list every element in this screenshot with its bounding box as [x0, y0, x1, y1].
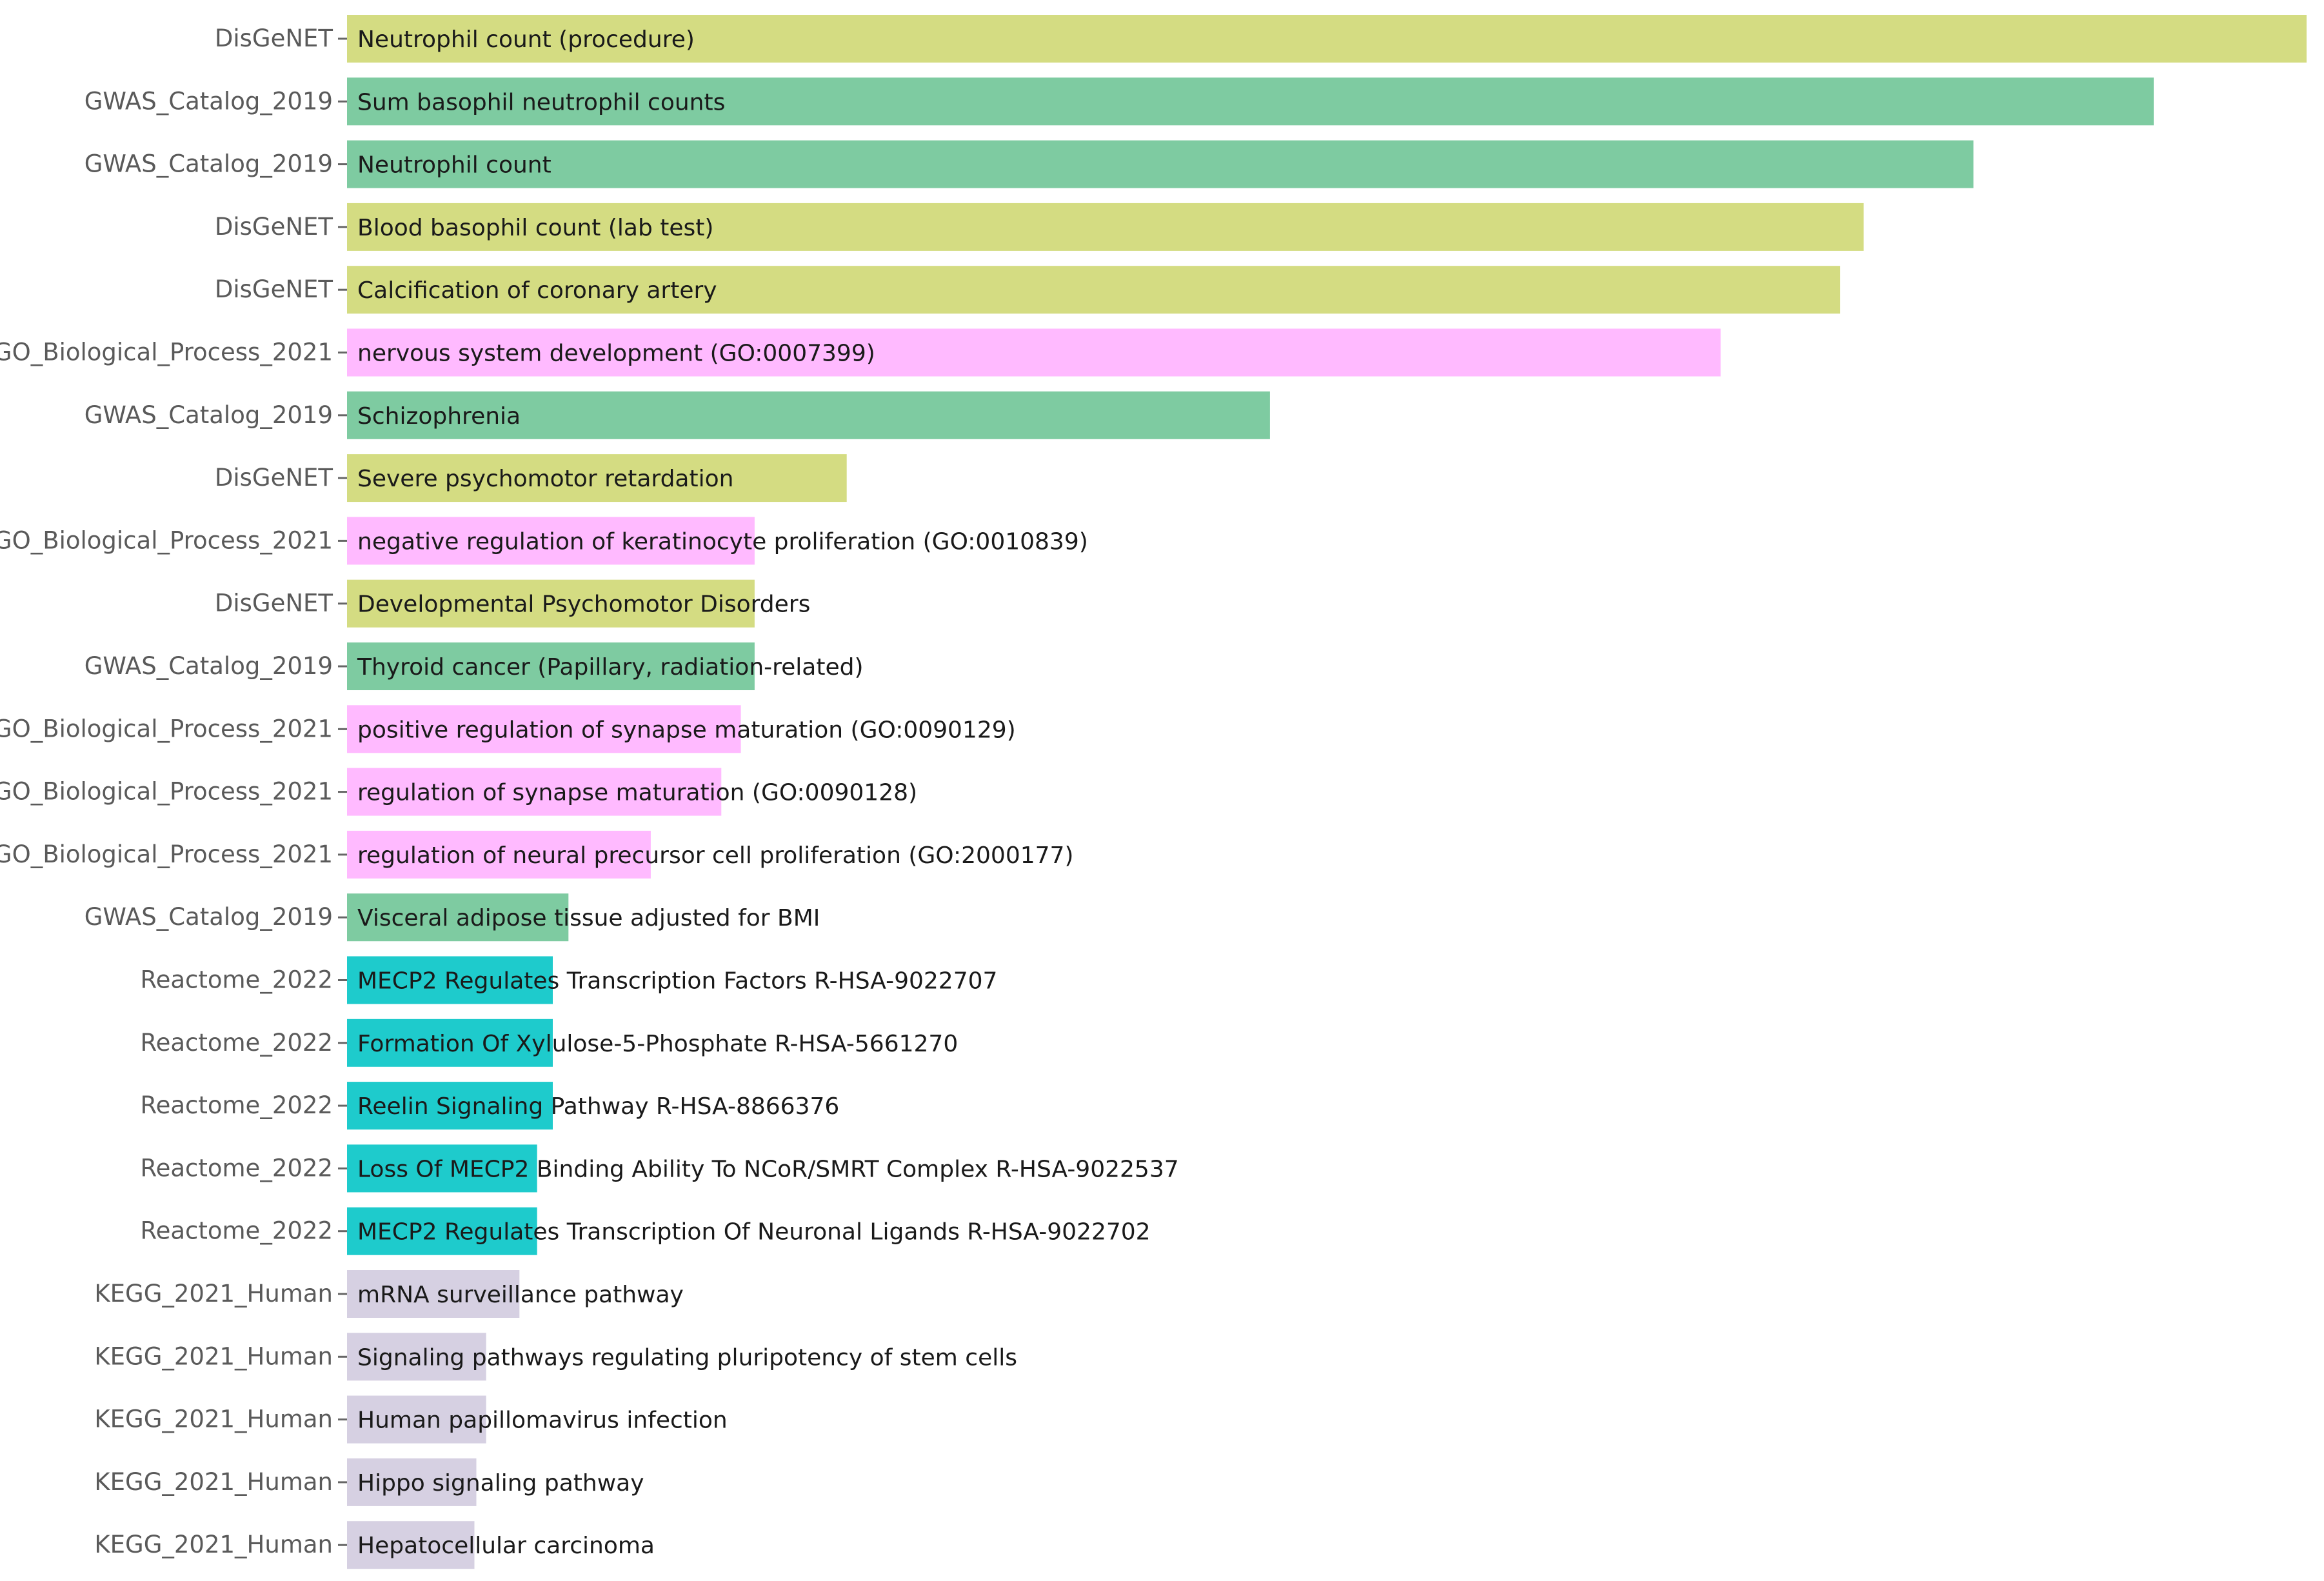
bar[interactable]: [347, 203, 1864, 251]
term-label: Reelin Signaling Pathway R-HSA-8866376: [357, 1093, 839, 1120]
term-label: Calcification of coronary artery: [357, 277, 717, 304]
term-label: Neutrophil count (procedure): [357, 26, 695, 53]
library-label: DisGeNET: [215, 25, 333, 52]
term-label: regulation of synapse maturation (GO:009…: [357, 780, 917, 806]
bar[interactable]: [347, 15, 2307, 63]
library-label: DisGeNET: [215, 275, 333, 303]
bar[interactable]: [347, 1082, 553, 1130]
bar[interactable]: [347, 1521, 475, 1569]
bars-group: [347, 15, 2307, 1569]
term-label: Neutrophil count: [357, 152, 551, 179]
bar[interactable]: [347, 1458, 477, 1506]
library-labels-group: DisGeNET GWAS_Catalog_2019 GWAS_Catalog_20…: [0, 25, 333, 1558]
library-label: GO_Biological_Process_2021: [0, 339, 333, 366]
bar[interactable]: [347, 517, 755, 565]
term-label: Signaling pathways regulating pluripoten…: [357, 1344, 1017, 1371]
bar[interactable]: [347, 830, 651, 879]
library-label: GWAS_Catalog_2019: [84, 401, 333, 429]
bar[interactable]: [347, 768, 722, 816]
term-label: Sum basophil neutrophil counts: [357, 89, 725, 115]
library-label: GWAS_Catalog_2019: [84, 652, 333, 680]
library-label: Reactome_2022: [141, 1154, 333, 1182]
bar[interactable]: [347, 1270, 520, 1318]
library-label: Reactome_2022: [141, 966, 333, 994]
y-ticks-group: [338, 37, 347, 1546]
library-label: KEGG_2021_Human: [94, 1468, 333, 1496]
library-label: DisGeNET: [215, 590, 333, 617]
term-label: Severe psychomotor retardation: [357, 466, 733, 492]
term-label: negative regulation of keratinocyte prol…: [357, 528, 1088, 555]
bar[interactable]: [347, 1395, 486, 1444]
library-label: KEGG_2021_Human: [94, 1406, 333, 1433]
bar[interactable]: [347, 140, 1974, 188]
bar[interactable]: [347, 454, 847, 502]
bar[interactable]: [347, 705, 741, 753]
bar[interactable]: [347, 328, 1721, 377]
library-label: GWAS_Catalog_2019: [84, 903, 333, 931]
bar[interactable]: [347, 893, 569, 942]
term-label: MECP2 Regulates Transcription Factors R-…: [357, 968, 997, 995]
term-label: Thyroid cancer (Papillary, radiation-rel…: [357, 654, 864, 681]
bar[interactable]: [347, 266, 1840, 314]
term-label: Visceral adipose tissue adjusted for BMI: [357, 905, 820, 931]
library-label: GO_Biological_Process_2021: [0, 526, 333, 554]
term-label: mRNA surveillance pathway: [357, 1282, 684, 1308]
term-label: Hippo signaling pathway: [357, 1470, 644, 1496]
library-label: GWAS_Catalog_2019: [84, 150, 333, 178]
term-label: Human papillomavirus infection: [357, 1407, 728, 1434]
term-label: positive regulation of synapse maturatio…: [357, 717, 1016, 743]
bar[interactable]: [347, 1207, 537, 1255]
library-label: KEGG_2021_Human: [94, 1342, 333, 1370]
bar[interactable]: [347, 579, 755, 628]
bar[interactable]: [347, 956, 553, 1004]
term-label: Blood basophil count (lab test): [357, 215, 713, 241]
term-label: Developmental Psychomotor Disorders: [357, 592, 810, 618]
library-label: DisGeNET: [215, 464, 333, 492]
library-label: Reactome_2022: [141, 1217, 333, 1245]
term-label: Hepatocellular carcinoma: [357, 1533, 655, 1559]
library-label: GWAS_Catalog_2019: [84, 87, 333, 115]
term-label: Loss Of MECP2 Binding Ability To NCoR/SM…: [357, 1156, 1179, 1182]
bar[interactable]: [347, 642, 755, 690]
library-label: KEGG_2021_Human: [94, 1280, 333, 1308]
bar[interactable]: [347, 1019, 553, 1067]
term-label: Formation Of Xylulose-5-Phosphate R-HSA-…: [357, 1031, 958, 1057]
bar[interactable]: [347, 1144, 537, 1193]
term-label: Schizophrenia: [357, 403, 521, 430]
bar[interactable]: [347, 77, 2154, 126]
library-label: GO_Biological_Process_2021: [0, 778, 333, 806]
library-label: DisGeNET: [215, 213, 333, 241]
bar[interactable]: [347, 1333, 486, 1381]
library-label: KEGG_2021_Human: [94, 1531, 333, 1558]
term-label: MECP2 Regulates Transcription Of Neurona…: [357, 1219, 1151, 1246]
library-label: GO_Biological_Process_2021: [0, 840, 333, 868]
term-label: nervous system development (GO:0007399): [357, 341, 875, 367]
library-label: GO_Biological_Process_2021: [0, 715, 333, 742]
term-label: regulation of neural precursor cell prol…: [357, 842, 1073, 869]
term-labels-group: Neutrophil count (procedure) Sum basophil…: [357, 26, 1179, 1559]
bar[interactable]: [347, 391, 1270, 439]
library-label: Reactome_2022: [141, 1091, 333, 1119]
library-label: Reactome_2022: [141, 1029, 333, 1057]
